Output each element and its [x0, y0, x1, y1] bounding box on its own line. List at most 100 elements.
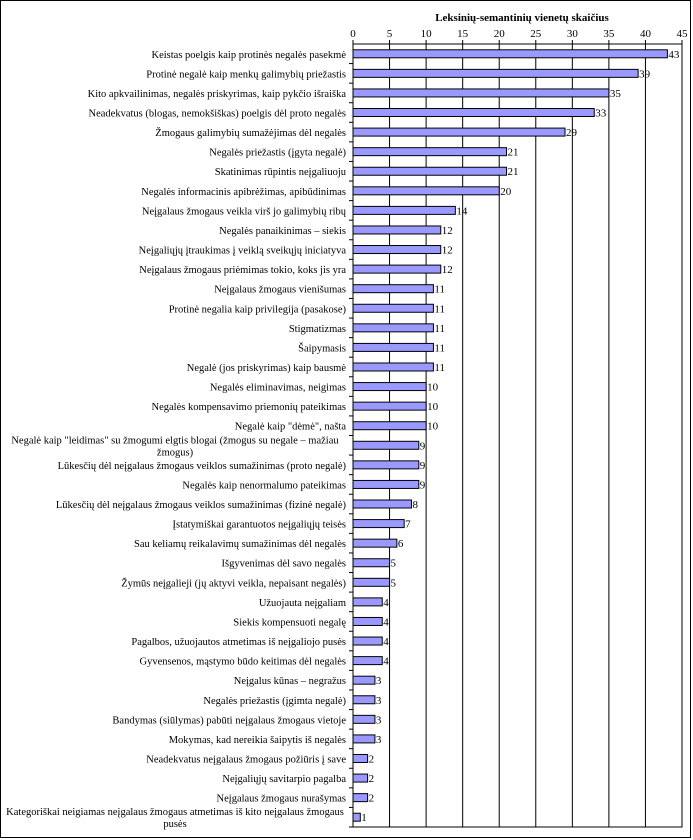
value-label: 5	[391, 577, 397, 589]
category-label: Kito apkvailinimas, negalės priskyrimas,…	[88, 89, 347, 100]
category-label: Neįgalaus žmogaus nurašymas	[217, 794, 346, 805]
bar	[352, 519, 405, 529]
category-labels: Keistas poelgis kaip protinės negalės pa…	[6, 50, 347, 830]
value-label: 4	[383, 616, 389, 628]
category-label: Užuojauta neįgaliam	[259, 598, 346, 609]
x-tick-labels: 0 5 10 15 20 25 30 35 40 45	[350, 28, 688, 40]
x-tick-label: 0	[350, 28, 356, 40]
bar	[352, 245, 442, 255]
category-label: Bandymas (siūlymas) pabūti neįgalaus žmo…	[112, 715, 346, 726]
bar	[352, 166, 508, 176]
value-label: 33	[595, 108, 607, 120]
bar	[352, 773, 369, 783]
bar	[352, 108, 595, 118]
bar	[352, 284, 434, 294]
bar	[352, 68, 639, 78]
category-label: Protinė negalė kaip menkų galimybių prie…	[146, 69, 346, 80]
bar	[352, 382, 427, 392]
value-label: 4	[383, 597, 389, 609]
bar	[352, 186, 500, 196]
value-label: 8	[412, 499, 418, 511]
bars	[349, 49, 668, 828]
category-label: Negalės priežastis (įgyta negalė)	[209, 148, 346, 159]
category-label: Negalės informacinis apibrėžimas, apibūd…	[141, 187, 346, 198]
category-label: Kategoriškai neigiamas neįgalaus žmogaus…	[6, 807, 344, 830]
category-label: Neįgalaus žmogaus vienišumas	[214, 285, 346, 296]
bar	[352, 362, 434, 372]
value-label: 21	[508, 166, 519, 178]
x-tick-label: 40	[640, 28, 652, 40]
bar	[352, 538, 398, 548]
bar	[352, 714, 376, 724]
value-label: 6	[398, 538, 404, 550]
value-label: 29	[566, 127, 578, 139]
value-label: 1	[361, 812, 367, 824]
value-label: 9	[420, 479, 426, 491]
category-label: Negalės eliminavimas, neigimas	[210, 383, 346, 394]
bar	[352, 225, 442, 235]
x-tick-label: 10	[421, 28, 433, 40]
bar	[352, 342, 434, 352]
value-label: 4	[383, 636, 389, 648]
value-label: 3	[376, 734, 382, 746]
x-tick-label: 30	[567, 28, 579, 40]
x-tick-label: 5	[387, 28, 393, 40]
category-label: Lūkesčių dėl neįgalaus žmogaus veiklos s…	[58, 461, 347, 472]
category-label: Neįgalus kūnas – negražus	[234, 676, 346, 687]
value-label: 12	[442, 245, 453, 257]
category-label: Negalės panaikinimas – siekis	[219, 226, 346, 237]
x-tick-label: 20	[494, 28, 506, 40]
bar	[352, 675, 376, 685]
x-axis-title: Leksinių-semantinių vienetų skaičius	[435, 12, 609, 24]
value-label: 4	[383, 656, 389, 668]
bar	[352, 440, 420, 450]
value-label: 10	[427, 401, 439, 413]
value-label: 14	[456, 205, 468, 217]
category-label: Negalės priežastis (įgimta negalė)	[203, 696, 346, 707]
category-label: Neįgaliųjų įtraukimas į veiklą sveikųjų …	[139, 246, 347, 257]
category-label: Išgyvenimas dėl savo negalės	[221, 559, 346, 570]
category-label: Gyvensenos, mąstymo būdo keitimas dėl ne…	[140, 657, 346, 668]
bar	[352, 49, 668, 59]
value-label: 5	[391, 558, 397, 570]
bar	[352, 460, 420, 470]
bar	[352, 421, 427, 431]
category-label: Neįgalaus žmogaus priėmimas tokio, koks …	[139, 265, 346, 276]
bar	[352, 597, 383, 607]
category-label: Neįgaliųjų savitarpio pagalba	[222, 774, 346, 785]
bar	[352, 264, 442, 274]
category-label: Neadekvatus (blogas, nemokšiškas) poelgi…	[89, 109, 346, 120]
value-label: 3	[376, 695, 382, 707]
bar	[352, 88, 610, 98]
value-label: 21	[508, 147, 519, 159]
x-tick-label: 35	[603, 28, 615, 40]
value-label: 7	[405, 519, 411, 531]
bar	[352, 558, 391, 568]
category-label: Stigmatizmas	[289, 324, 346, 335]
value-label: 12	[442, 225, 453, 237]
value-label: 2	[369, 773, 375, 785]
value-label: 2	[369, 793, 375, 805]
bar	[352, 734, 376, 744]
value-label: 11	[434, 342, 445, 354]
value-label: 20	[500, 186, 512, 198]
category-label: Pagalbos, užuojautos atmetimas iš neįgal…	[131, 637, 346, 648]
category-label: Sau keliamų reikalavimų sumažinimas dėl …	[134, 539, 346, 550]
category-label: Šaipymasis	[298, 342, 346, 354]
bar	[352, 577, 391, 587]
plot-area-border	[352, 43, 683, 828]
category-label: Skatinimas rūpintis neįgaliuoju	[215, 167, 347, 178]
category-label: Negalė (jos priskyrimas) kaip bausmė	[187, 363, 347, 374]
value-label: 9	[420, 460, 426, 472]
value-label: 39	[639, 68, 651, 80]
value-label: 11	[434, 362, 445, 374]
value-label: 11	[434, 284, 445, 296]
value-label: 3	[376, 714, 382, 726]
bar	[352, 401, 427, 411]
value-label: 43	[668, 49, 680, 61]
bar	[352, 753, 369, 763]
value-label: 10	[427, 421, 439, 433]
category-label: Negalės kompensavimo priemonių pateikima…	[152, 402, 347, 413]
